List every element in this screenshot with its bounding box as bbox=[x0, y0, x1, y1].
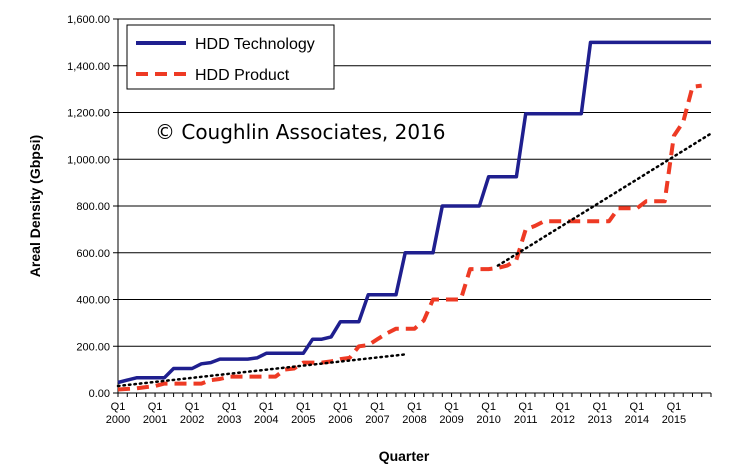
legend-box bbox=[126, 24, 335, 90]
y-tick-label: 0.00 bbox=[89, 388, 110, 400]
legend-label-hdd-product: HDD Product bbox=[195, 67, 290, 84]
legend: HDD Technology HDD Product bbox=[126, 24, 335, 90]
x-tick-quarter: Q1 bbox=[111, 401, 126, 413]
x-tick-quarter: Q1 bbox=[555, 401, 570, 413]
y-tick-label: 600.00 bbox=[76, 248, 110, 260]
y-tick-label: 800.00 bbox=[76, 201, 110, 213]
x-tick-year: 2002 bbox=[180, 414, 204, 426]
x-tick-quarter: Q1 bbox=[407, 401, 422, 413]
y-axis-title: Areal Density (Gbpsi) bbox=[27, 135, 43, 277]
series-line-hdd-technology bbox=[117, 40, 711, 385]
y-tick-label: 1,000.00 bbox=[67, 154, 110, 166]
x-tick-quarter: Q1 bbox=[333, 401, 348, 413]
x-tick-quarter: Q1 bbox=[259, 401, 274, 413]
x-tick-quarter: Q1 bbox=[444, 401, 459, 413]
series-lines bbox=[116, 40, 713, 392]
x-tick-year: 2011 bbox=[514, 414, 538, 426]
x-tick-year: 2009 bbox=[439, 414, 463, 426]
series-line-hdd-product bbox=[117, 83, 702, 392]
y-tick-label: 1,400.00 bbox=[67, 61, 110, 73]
x-tick-year: 2004 bbox=[254, 414, 278, 426]
x-tick-quarter: Q1 bbox=[630, 401, 645, 413]
x-tick-year: 2001 bbox=[143, 414, 167, 426]
x-tick-quarter: Q1 bbox=[667, 401, 682, 413]
trendline-3 bbox=[496, 132, 713, 267]
x-tick-year: 2000 bbox=[106, 414, 130, 426]
x-tick-year: 2003 bbox=[217, 414, 241, 426]
x-tick-year: 2010 bbox=[476, 414, 500, 426]
x-tick-year: 2014 bbox=[625, 414, 649, 426]
x-tick-quarter: Q1 bbox=[370, 401, 385, 413]
trendline-2 bbox=[116, 353, 407, 388]
x-tick-year: 2008 bbox=[402, 414, 426, 426]
x-tick-quarter: Q1 bbox=[592, 401, 607, 413]
axes bbox=[113, 18, 712, 397]
y-tick-label: 400.00 bbox=[76, 295, 110, 307]
x-tick-year: 2013 bbox=[588, 414, 612, 426]
x-tick-quarter: Q1 bbox=[481, 401, 496, 413]
x-axis-title: Quarter bbox=[379, 448, 430, 464]
x-tick-year: 2005 bbox=[291, 414, 315, 426]
x-tick-year: 2007 bbox=[365, 414, 389, 426]
x-tick-labels: Q12000Q12001Q12002Q12003Q12004Q12005Q120… bbox=[106, 401, 686, 426]
x-tick-year: 2012 bbox=[551, 414, 575, 426]
x-tick-year: 2015 bbox=[662, 414, 686, 426]
copyright-annotation: © Coughlin Associates, 2016 bbox=[155, 120, 446, 144]
x-tick-year: 2006 bbox=[328, 414, 352, 426]
x-tick-quarter: Q1 bbox=[185, 401, 200, 413]
y-tick-label: 1,600.00 bbox=[67, 14, 110, 26]
y-tick-labels: 0.00 200.00 400.00 600.00 800.00 1,000.00 1,20… bbox=[67, 14, 110, 400]
x-tick-quarter: Q1 bbox=[518, 401, 533, 413]
y-tick-label: 1,200.00 bbox=[67, 108, 110, 120]
x-tick-quarter: Q1 bbox=[148, 401, 163, 413]
y-tick-label: 200.00 bbox=[76, 341, 110, 353]
x-tick-quarter: Q1 bbox=[296, 401, 311, 413]
legend-label-hdd-technology: HDD Technology bbox=[195, 36, 315, 53]
x-tick-quarter: Q1 bbox=[222, 401, 237, 413]
